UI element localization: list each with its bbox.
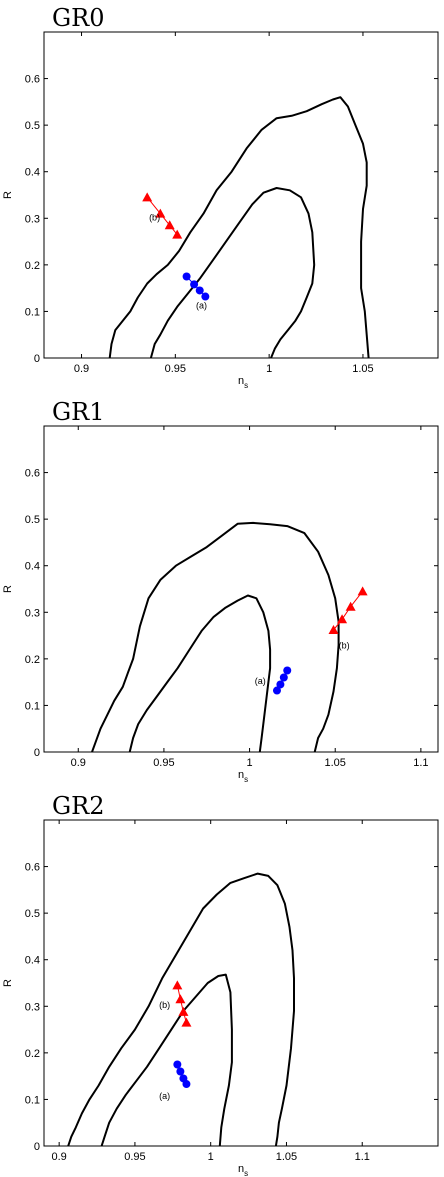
y-tick-label: 0 <box>34 1141 40 1153</box>
x-axis-label: ns <box>238 1163 248 1177</box>
y-tick-label: 0 <box>34 747 40 759</box>
series-a-point <box>182 272 191 281</box>
x-tick-label: 1.05 <box>276 1151 297 1163</box>
contour-inner <box>149 187 316 359</box>
series-b-label: (b) <box>159 1000 170 1010</box>
contour-outer <box>67 872 295 1147</box>
y-tick-label: 0.6 <box>25 862 40 874</box>
series-a-point <box>195 286 204 295</box>
x-axis-label-sub: s <box>244 775 248 784</box>
series-b-point <box>172 980 183 990</box>
chart-title: GR2 <box>52 792 105 820</box>
plot-frame <box>43 425 439 753</box>
series-a-point <box>276 680 285 689</box>
x-tick-label: 0.9 <box>71 757 86 769</box>
series-a-point <box>283 666 292 675</box>
y-tick-label: 0 <box>34 353 40 365</box>
chart-title: GR0 <box>52 4 105 32</box>
y-tick-label: 0.6 <box>25 468 40 480</box>
x-axis-label-main: n <box>238 769 244 781</box>
series-b-point <box>181 1017 192 1027</box>
series-a-point <box>190 280 199 289</box>
x-axis-label-main: n <box>238 375 244 387</box>
series-b-point <box>142 192 153 202</box>
x-tick-label: 1 <box>247 757 253 769</box>
series-b-point <box>345 601 356 611</box>
series-b-point <box>164 220 175 230</box>
y-axis-label: R <box>2 979 14 987</box>
contour-inner <box>100 973 233 1147</box>
y-tick-label: 0.2 <box>25 1048 40 1060</box>
y-tick-label: 0.3 <box>25 607 40 619</box>
y-tick-label: 0.5 <box>25 908 40 920</box>
y-tick-label: 0.1 <box>25 700 40 712</box>
x-tick-label: 1.05 <box>325 757 346 769</box>
y-tick-label: 0.2 <box>25 654 40 666</box>
y-tick-label: 0.1 <box>25 1094 40 1106</box>
x-tick-label: 0.95 <box>124 1151 145 1163</box>
x-axis-label-sub: s <box>244 1169 248 1177</box>
contour-outer <box>91 521 340 753</box>
y-tick-label: 0.1 <box>25 306 40 318</box>
y-tick-label: 0.2 <box>25 260 40 272</box>
y-tick-label: 0.3 <box>25 1001 40 1013</box>
series-b-label: (b) <box>149 213 160 223</box>
y-tick-label: 0.6 <box>25 74 40 86</box>
x-tick-label: 0.9 <box>52 1151 67 1163</box>
series-b-point <box>337 614 348 624</box>
chart-panel-gr2: GR2 0.9 0.95 1 1.05 1.1 0 0.1 0.2 0.3 0.4 0.5 0.6 ns R… <box>2 792 439 1177</box>
x-axis-label-main: n <box>238 1163 244 1175</box>
x-axis-label: ns <box>238 375 248 390</box>
y-tick-label: 0.4 <box>25 167 40 179</box>
series-b-point <box>172 229 183 239</box>
series-b-point <box>357 586 368 596</box>
series-a-point <box>279 673 288 682</box>
y-axis-label: R <box>2 585 14 593</box>
series-a-label: (a) <box>196 301 207 311</box>
x-tick-label: 0.95 <box>165 363 186 375</box>
y-tick-label: 0.3 <box>25 213 40 225</box>
series-b-point <box>328 624 339 634</box>
series-b-point <box>155 208 166 218</box>
x-tick-label: 1 <box>266 363 272 375</box>
contour-outer <box>108 96 370 359</box>
y-tick-label: 0.4 <box>25 561 40 573</box>
x-tick-label: 1.05 <box>352 363 373 375</box>
x-tick-label: 1.1 <box>413 757 428 769</box>
series-b-point <box>175 994 186 1004</box>
series-a-label: (a) <box>159 1091 170 1101</box>
chart-panel-gr1: GR1 0.9 0.95 1 1.05 1.1 0 0.1 0.2 0.3 0.4 0.5 0.6 ns R… <box>2 398 439 784</box>
series-a-point <box>176 1067 185 1076</box>
series-a-label: (a) <box>255 676 266 686</box>
y-tick-label: 0.5 <box>25 514 40 526</box>
series-a-point <box>173 1060 182 1069</box>
series-b-line <box>146 196 178 235</box>
y-tick-label: 0.5 <box>25 120 40 132</box>
x-tick-label: 0.9 <box>74 363 89 375</box>
y-tick-label: 0.4 <box>25 955 40 967</box>
plot-frame <box>43 31 439 359</box>
y-axis-label: R <box>2 191 14 199</box>
series-a-point <box>182 1080 191 1089</box>
series-b-point <box>178 1006 189 1016</box>
series-a-line <box>186 276 206 297</box>
chart-title: GR1 <box>52 398 105 426</box>
plot-frame <box>43 819 439 1147</box>
x-tick-label: 0.95 <box>153 757 174 769</box>
chart-panel-gr0: GR0 0.9 0.95 1 1.05 0 0.1 0.2 0.3 0.4 0.5 0.6 ns R (b)… <box>2 4 439 390</box>
series-a-point <box>272 686 281 695</box>
series-a-point <box>201 292 210 301</box>
series-b-line <box>333 590 363 631</box>
x-tick-label: 1.1 <box>355 1151 370 1163</box>
series-b-line <box>176 985 187 1023</box>
x-tick-label: 1 <box>208 1151 214 1163</box>
contour-inner <box>128 594 272 753</box>
x-axis-label-sub: s <box>244 381 248 390</box>
x-axis-label: ns <box>238 769 248 784</box>
series-b-label: (b) <box>339 641 350 651</box>
